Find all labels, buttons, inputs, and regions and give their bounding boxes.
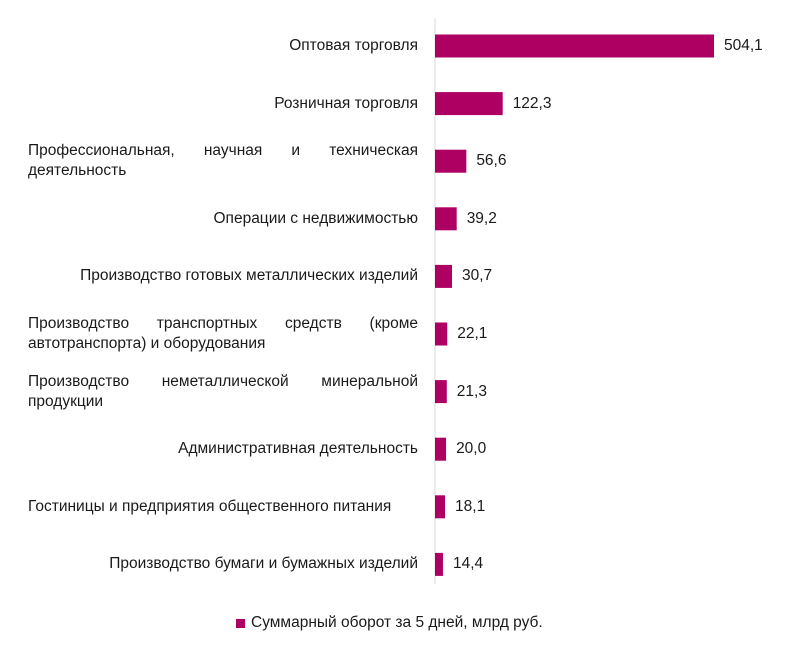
bar (435, 322, 448, 346)
data-label: 18,1 (455, 497, 486, 515)
data-label: 30,7 (461, 267, 493, 285)
data-label: 21,3 (456, 382, 487, 400)
category-label: Гостиницы и предприятия общественного пи… (28, 497, 392, 515)
category-label: Производство готовых металлических издел… (80, 267, 418, 285)
data-label: 504,1 (724, 37, 763, 54)
category-label: Производство транспортных средств (кроме… (28, 315, 418, 352)
category-label: Операции с недвижимостью (213, 209, 419, 227)
bar (435, 437, 447, 461)
legend-label: Суммарный оборот за 5 дней, млрд руб. (251, 614, 543, 631)
bar (435, 34, 714, 58)
category-label: Производство неметаллической минеральной… (28, 372, 418, 410)
category-label: Производство бумаги и бумажных изделий (109, 555, 418, 573)
data-label: 20,0 (456, 440, 487, 458)
bar (435, 264, 452, 288)
category-label: Розничная торговля (274, 94, 418, 112)
bar (435, 495, 446, 519)
data-label: 14,4 (452, 555, 484, 573)
bar (435, 380, 447, 404)
category-label: Профессиональная, научная и техническая … (28, 142, 418, 180)
legend: Суммарный оборот за 5 дней, млрд руб. (236, 614, 543, 632)
data-label: 22,1 (457, 325, 488, 342)
category-label: Оптовая торговля (289, 37, 418, 54)
data-label: 56,6 (476, 152, 507, 170)
bar (435, 207, 457, 231)
bar (435, 552, 443, 576)
category-label: Административная деятельность (178, 440, 418, 458)
legend-swatch (236, 618, 245, 628)
bar (435, 92, 503, 116)
data-label: 39,2 (466, 209, 497, 227)
data-label: 122,3 (512, 94, 552, 112)
bar (435, 149, 467, 173)
